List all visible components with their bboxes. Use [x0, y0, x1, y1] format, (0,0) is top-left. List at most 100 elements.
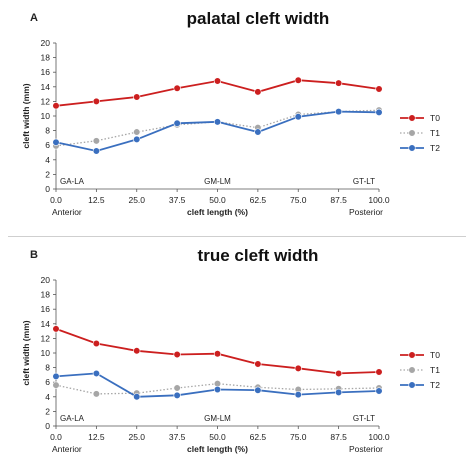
- y-tick-label: 20: [41, 38, 51, 48]
- anterior-label: Anterior: [52, 444, 82, 454]
- x-tick-label: 37.5: [169, 195, 186, 205]
- data-point-t2: [254, 386, 262, 394]
- y-tick-label: 4: [45, 155, 50, 165]
- y-tick-label: 8: [45, 363, 50, 373]
- legend-marker-t2: [408, 381, 416, 389]
- data-point-t2: [254, 128, 262, 136]
- y-tick-label: 4: [45, 392, 50, 402]
- legend-marker-t1: [408, 366, 416, 374]
- chart-title: true cleft width: [198, 246, 319, 265]
- x-tick-label: 87.5: [330, 432, 347, 442]
- annotation-gm-lm: GM-LM: [204, 177, 231, 186]
- y-tick-label: 10: [41, 348, 51, 358]
- series-line-t2: [55, 110, 380, 152]
- data-point-t2: [294, 113, 302, 121]
- data-point-t2: [52, 138, 60, 146]
- y-tick-label: 6: [45, 140, 50, 150]
- legend-label-t1: T1: [430, 128, 440, 138]
- data-point-t2: [213, 118, 222, 126]
- data-point-t0: [133, 347, 141, 355]
- data-point-t0: [213, 77, 222, 85]
- y-tick-label: 16: [41, 304, 51, 314]
- data-point-t0: [92, 97, 100, 105]
- data-point-t0: [92, 339, 100, 348]
- y-tick-label: 0: [45, 421, 50, 431]
- data-point-t1: [52, 381, 60, 389]
- x-tick-label: 75.0: [290, 195, 307, 205]
- data-point-t0: [254, 88, 262, 96]
- data-point-t0: [335, 79, 343, 87]
- data-point-t2: [133, 135, 141, 143]
- data-point-t2: [294, 391, 302, 399]
- data-point-t2: [92, 369, 100, 378]
- x-tick-label: 37.5: [169, 432, 186, 442]
- y-tick-label: 2: [45, 406, 50, 416]
- y-tick-label: 8: [45, 126, 50, 136]
- y-tick-label: 14: [41, 82, 51, 92]
- data-point-t0: [375, 85, 383, 93]
- data-point-t0: [294, 364, 302, 372]
- legend-label-t0: T0: [430, 350, 440, 360]
- data-point-t0: [213, 350, 222, 358]
- y-tick-label: 16: [41, 67, 51, 77]
- data-point-t1: [92, 137, 100, 145]
- data-point-t2: [375, 387, 383, 395]
- data-point-t0: [173, 350, 181, 359]
- data-point-t2: [173, 119, 181, 127]
- x-tick-label: 0.0: [50, 195, 62, 205]
- chart-title: palatal cleft width: [187, 9, 330, 28]
- data-point-t2: [92, 147, 100, 155]
- data-point-t0: [335, 369, 343, 378]
- series-line-t1: [55, 109, 380, 147]
- legend-marker-t0: [408, 351, 416, 359]
- panel-divider: [8, 236, 466, 237]
- annotation-gm-lm: GM-LM: [204, 414, 231, 423]
- data-point-t2: [335, 388, 343, 397]
- x-tick-label: 62.5: [250, 195, 267, 205]
- anterior-label: Anterior: [52, 207, 82, 217]
- y-tick-label: 6: [45, 377, 50, 387]
- legend-marker-t0: [408, 114, 416, 122]
- y-tick-label: 12: [41, 96, 51, 106]
- data-point-t0: [173, 84, 181, 92]
- series-line-t1: [55, 383, 380, 395]
- y-tick-label: 18: [41, 53, 51, 63]
- x-tick-label: 50.0: [209, 195, 226, 205]
- data-point-t0: [52, 102, 60, 110]
- data-point-t1: [92, 390, 100, 398]
- annotation-ga-la: GA-LA: [60, 414, 85, 423]
- x-tick-label: 75.0: [290, 432, 307, 442]
- y-tick-label: 18: [41, 290, 51, 300]
- data-point-t0: [375, 368, 383, 376]
- legend-label-t0: T0: [430, 113, 440, 123]
- x-tick-label: 50.0: [209, 432, 226, 442]
- x-tick-label: 62.5: [250, 432, 267, 442]
- data-point-t2: [213, 385, 222, 394]
- y-tick-label: 12: [41, 333, 51, 343]
- y-tick-label: 14: [41, 319, 51, 329]
- x-tick-label: 100.0: [368, 195, 390, 205]
- data-point-t1: [133, 128, 141, 136]
- y-axis-label: cleft width (mm): [21, 83, 31, 148]
- annotation-ga-la: GA-LA: [60, 177, 85, 186]
- data-point-t2: [173, 391, 181, 399]
- panel-letter: B: [30, 249, 38, 261]
- y-tick-label: 2: [45, 169, 50, 179]
- annotation-gt-lt: GT-LT: [353, 177, 375, 186]
- panel-letter: A: [30, 12, 38, 24]
- posterior-label: Posterior: [349, 444, 383, 454]
- x-tick-label: 12.5: [88, 432, 105, 442]
- data-point-t2: [52, 372, 60, 380]
- x-axis-label: cleft length (%): [187, 207, 248, 217]
- data-point-t2: [133, 393, 141, 401]
- legend-label-t1: T1: [430, 365, 440, 375]
- legend-label-t2: T2: [430, 380, 440, 390]
- x-tick-label: 25.0: [128, 432, 145, 442]
- y-axis-label: cleft width (mm): [21, 320, 31, 385]
- x-tick-label: 100.0: [368, 432, 390, 442]
- posterior-label: Posterior: [349, 207, 383, 217]
